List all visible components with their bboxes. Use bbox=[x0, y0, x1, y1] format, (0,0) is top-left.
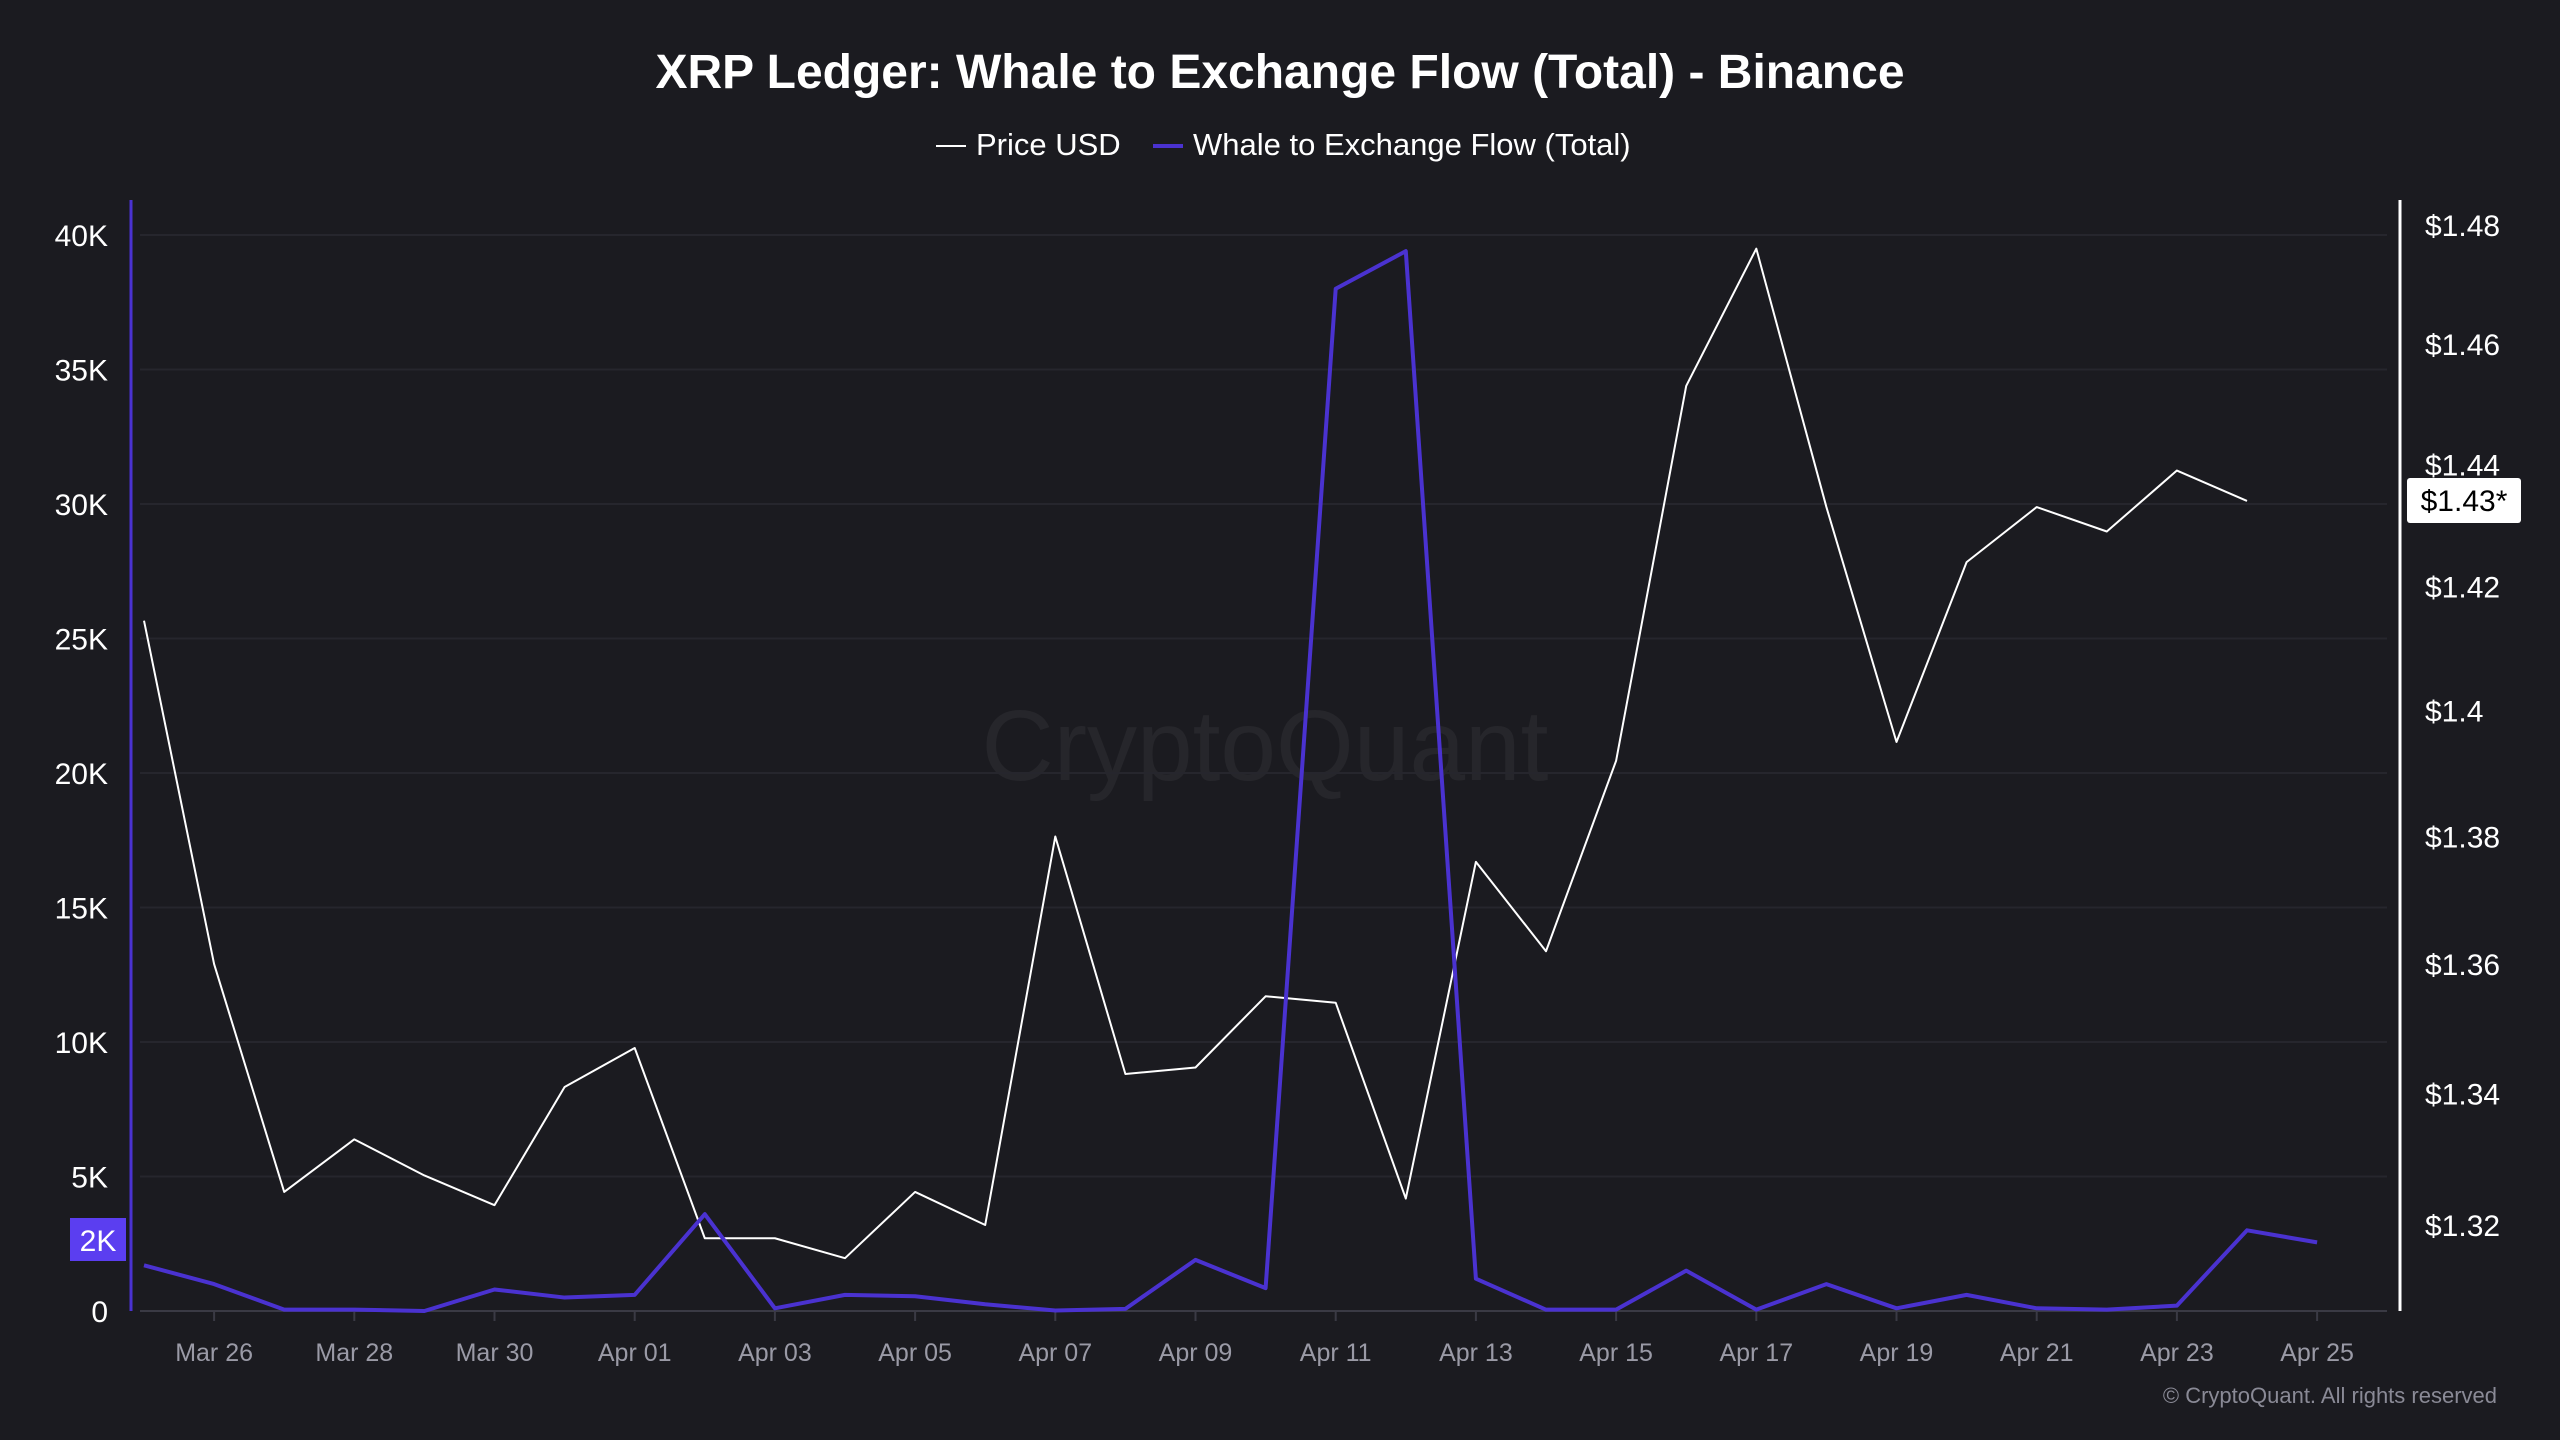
x-tick-label: Apr 09 bbox=[1159, 1339, 1233, 1367]
price-marker-box bbox=[2407, 478, 2521, 523]
flow-marker: 2K bbox=[70, 1218, 126, 1261]
copyright-footer: © CryptoQuant. All rights reserved bbox=[2163, 1383, 2497, 1408]
x-tick-label: Apr 05 bbox=[878, 1339, 952, 1367]
right-tick-label: $1.44 bbox=[2425, 449, 2500, 482]
left-tick-label: 40K bbox=[55, 220, 108, 253]
x-tick-label: Mar 30 bbox=[456, 1339, 534, 1367]
left-tick-label: 10K bbox=[55, 1027, 108, 1060]
x-tick-label: Mar 26 bbox=[175, 1339, 253, 1367]
x-tick-label: Mar 28 bbox=[315, 1339, 393, 1367]
x-tick-label: Apr 19 bbox=[1860, 1339, 1934, 1367]
grid bbox=[140, 234, 2387, 1312]
left-tick-label: 0 bbox=[91, 1296, 108, 1329]
x-tick-label: Apr 15 bbox=[1579, 1339, 1653, 1367]
right-tick-label: $1.32 bbox=[2425, 1210, 2500, 1243]
left-axis: 0 5K 10K 15K 20K 25K 30K 35K 40K bbox=[55, 220, 108, 1329]
price-marker-label: $1.43* bbox=[2421, 485, 2508, 518]
right-axis: $1.32 $1.34 $1.36 $1.38 $1.4 $1.42 $1.44 $1.46 $… bbox=[2425, 210, 2500, 1243]
right-tick-label: $1.36 bbox=[2425, 949, 2500, 982]
right-tick-label: $1.38 bbox=[2425, 821, 2500, 854]
legend: Price USD Whale to Exchange Flow (Total) bbox=[936, 127, 1631, 162]
right-tick-label: $1.42 bbox=[2425, 572, 2500, 605]
series-lines bbox=[143, 247, 2318, 1313]
left-tick-label: 5K bbox=[71, 1162, 108, 1195]
x-tick-label: Apr 17 bbox=[1719, 1339, 1793, 1367]
x-tick-label: Apr 13 bbox=[1439, 1339, 1513, 1367]
x-tick-label: Apr 03 bbox=[738, 1339, 812, 1367]
left-tick-label: 35K bbox=[55, 355, 108, 388]
x-tick-label: Apr 23 bbox=[2140, 1339, 2214, 1367]
watermark: CryptoQuant bbox=[982, 690, 1549, 802]
left-tick-label: 30K bbox=[55, 489, 108, 522]
whale-flow-line bbox=[143, 249, 2318, 1313]
left-tick-label: 15K bbox=[55, 893, 108, 926]
legend-price-label[interactable]: Price USD bbox=[976, 127, 1121, 162]
flow-marker-box bbox=[70, 1218, 126, 1261]
left-tick-label: 25K bbox=[55, 624, 108, 657]
x-tick-label: Apr 25 bbox=[2280, 1339, 2354, 1367]
left-tick-label: 20K bbox=[55, 758, 108, 791]
chart-title: XRP Ledger: Whale to Exchange Flow (Tota… bbox=[655, 46, 1904, 99]
legend-flow-label[interactable]: Whale to Exchange Flow (Total) bbox=[1193, 127, 1631, 162]
x-axis: Mar 26 Mar 28 Mar 30 Apr 01 Apr 03 Apr 05 Apr … bbox=[175, 1311, 2354, 1367]
right-tick-label: $1.34 bbox=[2425, 1079, 2500, 1112]
price-marker: $1.43* bbox=[2407, 478, 2521, 523]
flow-marker-label: 2K bbox=[80, 1225, 117, 1258]
x-tick-label: Apr 07 bbox=[1018, 1339, 1092, 1367]
right-tick-label: $1.48 bbox=[2425, 210, 2500, 243]
x-tick-label: Apr 21 bbox=[2000, 1339, 2074, 1367]
right-tick-label: $1.46 bbox=[2425, 329, 2500, 362]
x-tick-label: Apr 01 bbox=[598, 1339, 672, 1367]
right-tick-label: $1.4 bbox=[2425, 696, 2483, 729]
x-tick-label: Apr 11 bbox=[1300, 1339, 1372, 1367]
